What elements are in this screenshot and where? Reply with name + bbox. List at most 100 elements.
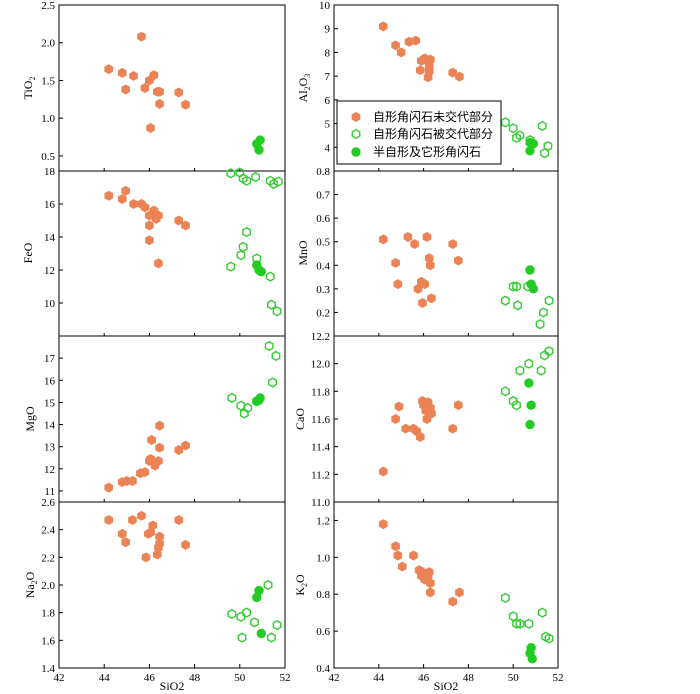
point-cao-s2 bbox=[544, 346, 554, 357]
point-mgo-s1 bbox=[174, 445, 184, 455]
point-al2o3-s1 bbox=[415, 65, 425, 76]
point-tio2-s3 bbox=[254, 145, 264, 155]
point-mno-s2 bbox=[539, 307, 548, 318]
point-na2o-s3 bbox=[254, 585, 264, 596]
ylabel-k2o: K2O bbox=[293, 574, 309, 596]
point-cao-s3 bbox=[525, 419, 535, 430]
legend-markers bbox=[351, 112, 361, 157]
ytick-label-al2o3: 8 bbox=[325, 47, 331, 59]
point-cao-s2 bbox=[536, 365, 546, 376]
ytick-label-mno: 0.2 bbox=[316, 307, 330, 319]
point-feo-s2 bbox=[238, 241, 248, 253]
point-mgo-s1 bbox=[147, 435, 156, 446]
point-mno-s1 bbox=[424, 253, 434, 264]
point-mgo-s1 bbox=[140, 467, 150, 478]
point-tio2-s1 bbox=[137, 31, 146, 42]
ytick-label-mno: 0.8 bbox=[316, 166, 330, 178]
point-k2o-s2 bbox=[515, 618, 525, 629]
point-k2o-s1 bbox=[448, 596, 458, 607]
point-al2o3-s1 bbox=[424, 58, 434, 69]
point-mno-s2 bbox=[500, 295, 510, 306]
point-na2o-s1 bbox=[128, 515, 137, 525]
ytick-label-feo: 14 bbox=[44, 232, 56, 244]
legend-box bbox=[336, 100, 502, 165]
point-mno-s2 bbox=[508, 281, 518, 292]
point-cao-s1 bbox=[427, 408, 436, 419]
point-mgo-s1 bbox=[104, 482, 114, 493]
point-tio2-s1 bbox=[117, 67, 127, 78]
ylabel-al2o3: Al2O3 bbox=[296, 74, 312, 103]
point-na2o-s1 bbox=[155, 531, 164, 542]
point-k2o-s2 bbox=[524, 618, 534, 629]
ytick-label-cao: 12.2 bbox=[311, 331, 330, 343]
ytick-label-cao: 11.4 bbox=[311, 442, 330, 454]
point-feo-s1 bbox=[154, 210, 163, 221]
point-tio2-s1 bbox=[155, 98, 164, 109]
point-feo-s2 bbox=[252, 253, 262, 264]
point-na2o-s2 bbox=[263, 579, 273, 591]
point-mgo-s3 bbox=[255, 393, 265, 403]
ytick-label-cao: 11.6 bbox=[311, 414, 330, 426]
ytick-label-na2o: 1.6 bbox=[41, 635, 55, 647]
point-al2o3-s2 bbox=[500, 117, 510, 128]
point-mno-s2 bbox=[535, 319, 545, 330]
point-mgo-s2 bbox=[227, 392, 237, 404]
panel-frame-tio2 bbox=[58, 4, 286, 172]
panel-frame-feo bbox=[58, 170, 286, 337]
ylabel-na2o: Na2O bbox=[23, 571, 39, 598]
point-al2o3-s1 bbox=[404, 36, 414, 47]
ytick-label-mgo: 16 bbox=[44, 375, 56, 387]
ytick-label-feo: 18 bbox=[44, 166, 56, 178]
point-k2o-s1 bbox=[391, 541, 400, 552]
point-feo-s1 bbox=[145, 235, 154, 246]
ylabel-mgo: MgO bbox=[23, 406, 37, 432]
point-tio2-s1 bbox=[104, 64, 114, 75]
point-mno-s1 bbox=[426, 260, 435, 271]
point-mgo-s1 bbox=[181, 440, 190, 451]
ytick-label-tio2: 2.5 bbox=[41, 0, 55, 12]
ytick-label-mno: 0.3 bbox=[316, 284, 330, 296]
ytick-label-al2o3: 7 bbox=[325, 71, 331, 83]
ytick-label-mno: 0.7 bbox=[316, 190, 330, 202]
ytick-label-cao: 11.8 bbox=[311, 386, 330, 398]
point-cao-s1 bbox=[394, 401, 404, 412]
point-mno-s1 bbox=[420, 279, 430, 290]
point-mno-s1 bbox=[422, 232, 432, 242]
point-k2o-s2 bbox=[512, 618, 521, 629]
ytick-label-mgo: 13 bbox=[44, 442, 56, 454]
point-k2o-s1 bbox=[409, 550, 418, 561]
xtick-label-na2o: 50 bbox=[234, 672, 246, 684]
ytick-label-k2o: 0.6 bbox=[316, 626, 330, 638]
point-feo-s2 bbox=[267, 299, 276, 310]
ytick-label-mno: 0.6 bbox=[316, 213, 330, 225]
legend-marker-altered bbox=[351, 128, 361, 140]
point-feo-s1 bbox=[140, 202, 150, 213]
legend: 自形角闪石未交代部分 自形角闪石被交代部分 半自形及它形角闪石 bbox=[336, 100, 502, 165]
point-feo-s2 bbox=[236, 250, 246, 261]
point-tio2-s1 bbox=[146, 123, 155, 133]
point-na2o-s1 bbox=[117, 528, 127, 539]
point-al2o3-s2 bbox=[537, 120, 547, 132]
panel-frame-k2o bbox=[333, 501, 559, 669]
point-tio2-s2 bbox=[273, 176, 283, 187]
point-k2o-s1 bbox=[378, 519, 388, 530]
point-mno-s1 bbox=[378, 234, 388, 245]
point-mno-s1 bbox=[393, 279, 403, 290]
ytick-label-tio2: 0.5 bbox=[41, 151, 55, 163]
point-na2o-s2 bbox=[267, 632, 276, 643]
ytick-label-al2o3: 9 bbox=[325, 24, 331, 36]
point-mno-s2 bbox=[544, 295, 554, 306]
legend-label-altered: 自形角闪石被交代部分 bbox=[373, 126, 493, 141]
point-na2o-s2 bbox=[250, 617, 259, 628]
xtick-label-k2o: 52 bbox=[553, 672, 564, 684]
xtick-label-k2o: 48 bbox=[463, 672, 475, 684]
point-cao-s1 bbox=[391, 414, 400, 424]
point-al2o3-s1 bbox=[423, 72, 433, 83]
xtick-label-na2o: 52 bbox=[280, 672, 291, 684]
xtick-label-na2o: 42 bbox=[54, 672, 65, 684]
point-na2o-s1 bbox=[121, 537, 130, 548]
point-mno-s3 bbox=[525, 265, 535, 275]
point-k2o-s1 bbox=[398, 561, 407, 572]
point-mgo-s1 bbox=[154, 456, 163, 467]
point-cao-s2 bbox=[512, 400, 521, 411]
